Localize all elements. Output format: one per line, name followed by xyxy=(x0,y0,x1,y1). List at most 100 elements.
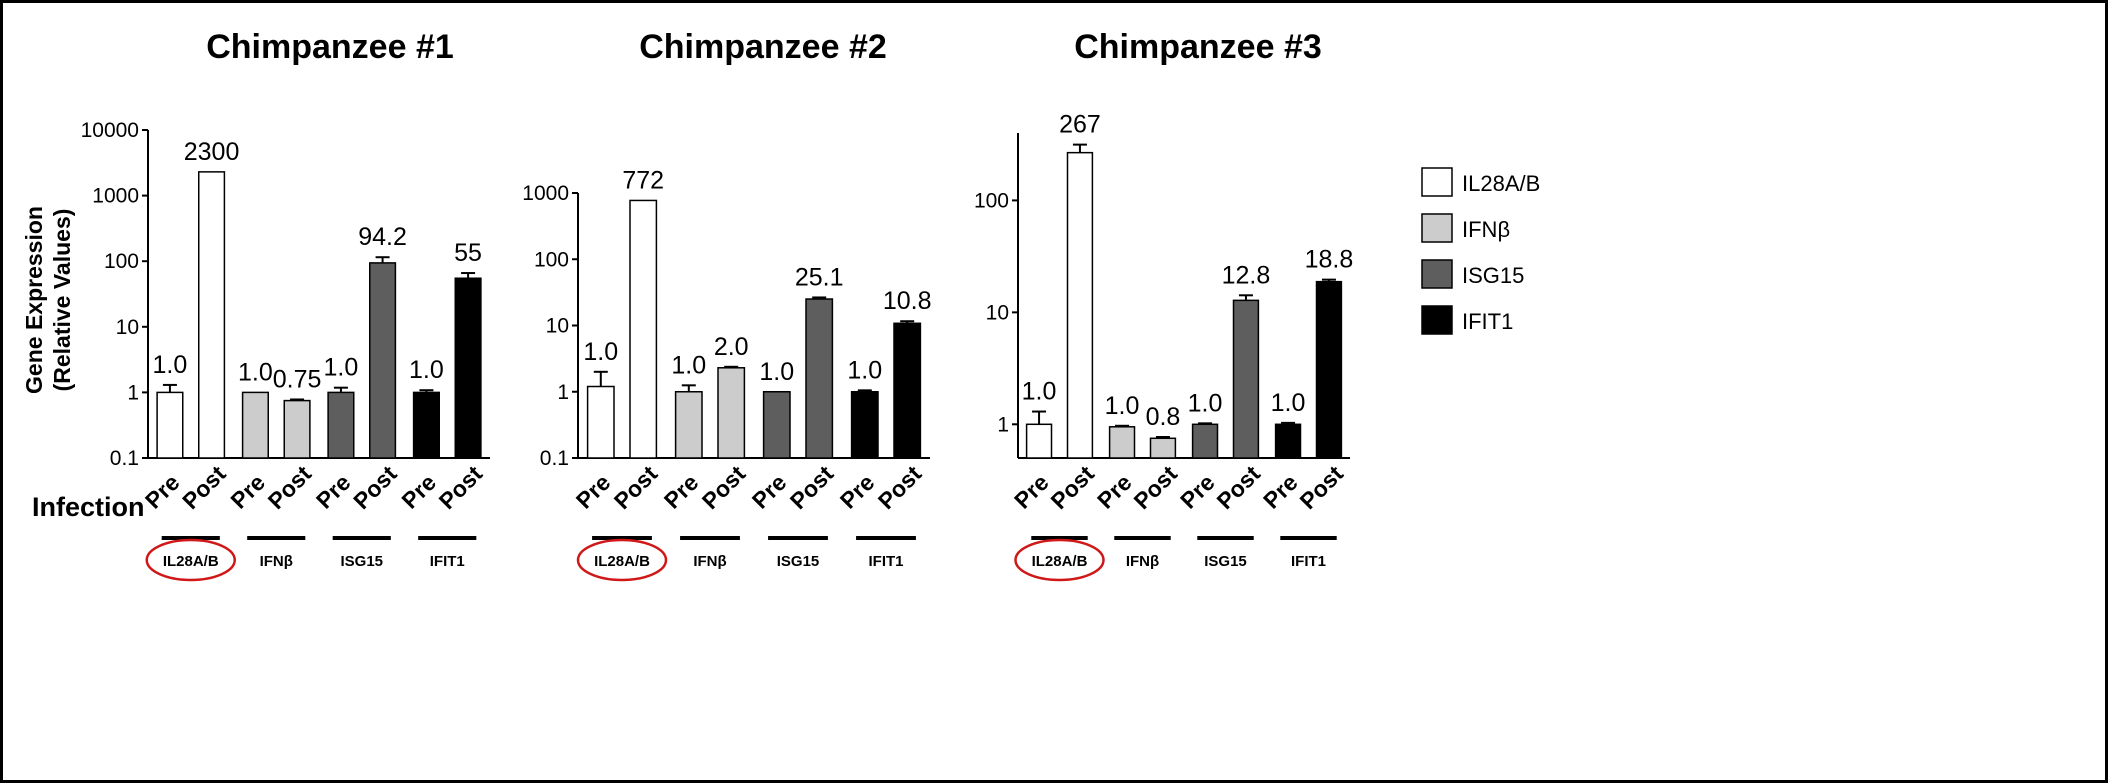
y-tick-label: 10 xyxy=(546,315,569,338)
x-sublabel: Pre xyxy=(835,469,880,514)
chart-title: Chimpanzee #3 xyxy=(1074,28,1322,66)
bar xyxy=(674,391,703,459)
bar xyxy=(850,391,879,459)
category-group: 1.0 Pre 267 Post IL28A/B xyxy=(1009,111,1105,582)
data-label: 0.75 xyxy=(273,365,322,393)
data-label: 2.0 xyxy=(714,333,749,361)
y-tick-label: 10 xyxy=(986,301,1009,324)
category-label: ISG15 xyxy=(777,553,820,570)
data-label: 18.8 xyxy=(1305,246,1354,274)
x-sublabel: Pre xyxy=(140,469,185,514)
highlight-ellipse xyxy=(1014,538,1105,582)
y-tick-label: 100 xyxy=(534,248,569,271)
chart-panel-3: Chimpanzee #31101001.0Pre267PostIL28A/B1… xyxy=(974,28,1353,582)
bar xyxy=(1149,437,1177,459)
bar xyxy=(629,199,658,459)
y-tick-label: 10 xyxy=(116,316,139,339)
data-label: 1.0 xyxy=(671,351,706,379)
x-sublabel: Post xyxy=(1294,460,1348,514)
legend-swatch xyxy=(1421,259,1453,289)
y-tick-label: 1000 xyxy=(522,182,569,205)
x-sublabel: Post xyxy=(785,460,839,514)
data-label: 1.0 xyxy=(1271,389,1306,417)
y-tick-label: 10000 xyxy=(81,119,139,142)
x-sublabel: Pre xyxy=(1092,469,1137,514)
y-tick-label: 1 xyxy=(997,413,1009,436)
x-sublabel: Pre xyxy=(747,469,792,514)
category-group: 1.0 Pre 94.2 Post ISG15 xyxy=(311,223,407,570)
y-axis-label-line-2: (Relative Values) xyxy=(49,209,75,392)
x-sublabel: Post xyxy=(1211,460,1265,514)
chart-title: Chimpanzee #1 xyxy=(206,28,454,66)
legend-item: IFIT1 xyxy=(1421,305,1513,335)
category-label: IFIT1 xyxy=(430,553,465,570)
y-tick-label: 0.1 xyxy=(110,447,139,470)
legend: IL28A/B IFNβ ISG15 IFIT1 xyxy=(1421,167,1540,335)
bar xyxy=(1232,299,1260,459)
chart-panels: Chimpanzee #1 0.1 1 10 100 1000 10000 1.0 Pre 230… xyxy=(81,28,1353,582)
y-axis-label-line-1: Gene Expression xyxy=(21,206,47,394)
bar xyxy=(412,391,441,459)
data-label: 1.0 xyxy=(153,351,188,379)
legend-swatch xyxy=(1421,213,1453,243)
legend-label: IL28A/B xyxy=(1462,171,1540,196)
legend-swatch xyxy=(1421,167,1453,197)
bar xyxy=(893,322,922,459)
infection-label: Infection xyxy=(32,492,145,522)
bar xyxy=(717,367,746,459)
x-sublabel: Pre xyxy=(571,469,616,514)
category-group: 1.0 Pre 55 Post IFIT1 xyxy=(396,239,487,570)
category-group: 1.0 Pre 18.8 Post IFIT1 xyxy=(1258,246,1353,570)
highlight-ellipse xyxy=(576,538,668,582)
data-label: 1.0 xyxy=(847,356,882,384)
x-sublabel: Post xyxy=(609,460,663,514)
y-axis-label: Gene Expression (Relative Values) xyxy=(21,206,75,394)
highlight-ellipse xyxy=(145,538,236,582)
bar xyxy=(156,391,184,459)
data-label: 12.8 xyxy=(1222,261,1271,289)
bar xyxy=(1066,151,1094,459)
x-sublabel: Pre xyxy=(1258,469,1303,514)
legend-item: IFNβ xyxy=(1421,213,1510,243)
category-label: IFIT1 xyxy=(1291,553,1326,570)
x-sublabel: Post xyxy=(434,460,488,514)
bar xyxy=(241,391,270,459)
category-group: 1.0 Pre 25.1 Post ISG15 xyxy=(747,263,844,570)
category-label: IL28A/B xyxy=(163,553,219,570)
bar xyxy=(1025,423,1053,459)
x-sublabel: Pre xyxy=(396,469,441,514)
data-label: 1.0 xyxy=(409,356,444,384)
x-sublabel: Pre xyxy=(225,469,270,514)
category-group: 1.0 Pre 2.0 Post IFNβ xyxy=(659,333,751,570)
bar xyxy=(805,298,834,459)
category-label: IFNβ xyxy=(1126,553,1159,570)
chart-title: Chimpanzee #2 xyxy=(639,28,887,66)
bar xyxy=(283,399,311,459)
y-tick-label: 1000 xyxy=(92,185,139,208)
x-sublabel: Pre xyxy=(1009,469,1054,514)
data-label: 55 xyxy=(454,239,482,267)
data-label: 1.0 xyxy=(759,358,794,386)
legend-item: ISG15 xyxy=(1421,259,1524,289)
data-label: 1.0 xyxy=(1188,389,1223,417)
x-sublabel: Pre xyxy=(311,469,356,514)
y-tick-label: 0.1 xyxy=(540,447,569,470)
data-label: 94.2 xyxy=(358,223,407,251)
data-label: 772 xyxy=(622,166,664,194)
bar xyxy=(1274,423,1302,459)
x-sublabel: Post xyxy=(177,460,231,514)
category-label: IFIT1 xyxy=(868,553,903,570)
legend-item: IL28A/B xyxy=(1421,167,1540,197)
y-tick-label: 100 xyxy=(104,250,139,273)
category-label: ISG15 xyxy=(1204,553,1247,570)
legend-swatch xyxy=(1421,305,1453,335)
x-sublabel: Post xyxy=(697,460,751,514)
legend-label: IFNβ xyxy=(1462,217,1510,242)
category-label: IL28A/B xyxy=(1032,553,1088,570)
data-label: 10.8 xyxy=(883,287,932,315)
y-tick-label: 1 xyxy=(127,381,139,404)
category-group: 1.0 Pre 10.8 Post IFIT1 xyxy=(835,287,932,570)
chart-panel-2: Chimpanzee #2 0.1 1 10 100 1000 1.0 Pre 772 Post I… xyxy=(522,28,932,582)
x-sublabel: Post xyxy=(1045,460,1099,514)
